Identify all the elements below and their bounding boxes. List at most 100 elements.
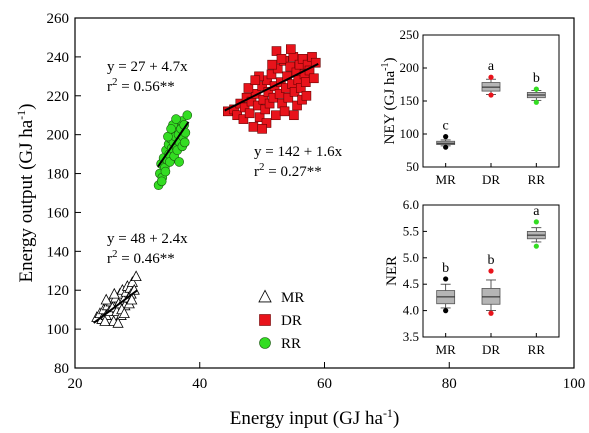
r-squared-prefix: r — [107, 79, 112, 95]
x-axis-title-sup: -1 — [383, 406, 393, 420]
legend-label-mr: MR — [281, 290, 304, 306]
inset-y-tick-label: 50 — [406, 159, 419, 174]
data-point-dr — [271, 110, 281, 121]
data-point-dr — [309, 73, 319, 84]
x-tick-label: 100 — [563, 376, 586, 392]
inset-y-tick-label: 4.5 — [403, 276, 419, 291]
significance-letter: a — [533, 204, 540, 219]
box-outlier — [533, 99, 539, 105]
legend-label-rr: RR — [281, 336, 301, 352]
y-axis-title-text: Energy output (GJ ha — [16, 119, 37, 282]
r-squared-sup: 2 — [112, 248, 118, 260]
y-tick-label: 80 — [54, 361, 69, 377]
box-outlier — [488, 268, 494, 274]
inset-y-axis-title-text: NEY (GJ ha — [382, 71, 398, 145]
r-squared-sup: 2 — [112, 76, 118, 88]
data-point-dr — [292, 100, 302, 111]
data-point-rr — [179, 137, 190, 148]
box-outlier — [533, 243, 539, 249]
significance-letter: b — [488, 253, 495, 268]
y-tick-label: 200 — [47, 128, 70, 144]
legend: MR DR RR — [258, 289, 304, 352]
data-point-dr — [283, 92, 294, 103]
data-point-rr — [171, 114, 181, 124]
y-tick-label: 120 — [47, 283, 70, 299]
y-tick-label: 140 — [47, 244, 70, 260]
y-axis-title-end: ) — [16, 103, 37, 109]
inset-x-tick-label: MR — [436, 342, 457, 357]
box-outlier — [443, 134, 449, 140]
data-point-dr — [276, 54, 287, 64]
y-axis-title: Energy output (GJ ha-1) — [14, 103, 37, 282]
x-tick-label: 40 — [192, 376, 207, 392]
data-point-mr — [258, 289, 272, 303]
x-axis-title-end: ) — [393, 408, 399, 429]
data-point-dr — [238, 114, 249, 124]
box-outlier — [533, 219, 539, 225]
data-point-rr — [259, 337, 271, 349]
data-point-rr — [156, 176, 167, 187]
x-tick-label: 80 — [442, 376, 457, 392]
inset-y-axis-title-text: NER — [384, 256, 400, 286]
box-outlier — [533, 86, 539, 92]
r-squared-value: = 0.46** — [118, 251, 175, 267]
equation-dr: y = 142 + 1.6x — [254, 144, 343, 160]
data-point-dr — [257, 124, 267, 134]
y-tick-label: 220 — [47, 89, 70, 105]
inset-y-axis-title-end: ) — [382, 58, 398, 63]
data-point-mr — [130, 270, 142, 282]
inset-x-tick-label: DR — [482, 172, 500, 187]
inset-x-tick-label: MR — [436, 172, 457, 187]
inset-y-tick-label: 200 — [400, 60, 420, 75]
significance-letter: b — [533, 71, 540, 86]
data-point-dr — [286, 44, 296, 54]
inset-y-axis-title: NEY (GJ ha-1) — [380, 58, 398, 145]
inset-x-tick-label: RR — [528, 342, 546, 357]
legend-label-dr: DR — [281, 313, 302, 329]
data-point-dr — [254, 112, 265, 122]
data-point-dr — [295, 83, 306, 93]
y-axis-title-sup: -1 — [14, 110, 28, 120]
data-point-dr — [239, 102, 250, 113]
main-plot: 20 40 60 80 100 80 100 120 140 160 180 200 220 240 260… — [14, 11, 585, 429]
inset-y-tick-label: 250 — [400, 27, 420, 42]
box-outlier — [443, 276, 449, 282]
inset-y-axis-title: NER — [384, 256, 400, 286]
data-point-rr — [160, 166, 171, 177]
series-mr — [91, 270, 142, 328]
box-outlier — [488, 310, 494, 316]
data-point-dr — [267, 59, 277, 70]
series-rr — [153, 110, 193, 191]
data-point-mr — [118, 307, 130, 319]
y-tick-label: 180 — [47, 167, 70, 183]
box-outlier — [488, 74, 494, 80]
inset-ney-plot: 50 100 150 200 250 MR c DR a RR b NEY (GJ ha-1) — [380, 27, 560, 187]
inset-y-tick-label: 3.5 — [403, 329, 419, 344]
y-tick-label: 160 — [47, 205, 70, 221]
fit-line-dr — [224, 62, 319, 112]
x-tick-label: 20 — [68, 376, 83, 392]
data-point-mr — [99, 315, 111, 326]
x-axis-title-text: Energy input (GJ ha — [230, 408, 384, 429]
inset-y-tick-label: 6.0 — [403, 197, 419, 212]
equation-rr: y = 27 + 4.7x — [107, 59, 188, 75]
r-squared-prefix: r — [107, 251, 112, 267]
data-point-dr — [259, 314, 271, 326]
significance-letter: a — [488, 59, 495, 74]
fit-line-mr — [93, 289, 138, 324]
box-outlier — [443, 308, 449, 314]
data-point-mr — [100, 293, 112, 305]
r-squared-value: = 0.27** — [265, 164, 322, 180]
data-point-dr — [266, 69, 277, 80]
data-point-dr — [257, 81, 267, 91]
fit-line-rr — [157, 121, 190, 168]
data-point-dr — [248, 122, 259, 132]
data-point-dr — [300, 77, 311, 87]
data-point-dr — [285, 61, 295, 72]
data-point-dr — [310, 57, 321, 68]
data-point-rr — [174, 157, 184, 167]
data-point-mr — [126, 293, 138, 305]
data-point-dr — [244, 108, 255, 119]
data-point-dr — [250, 75, 261, 86]
